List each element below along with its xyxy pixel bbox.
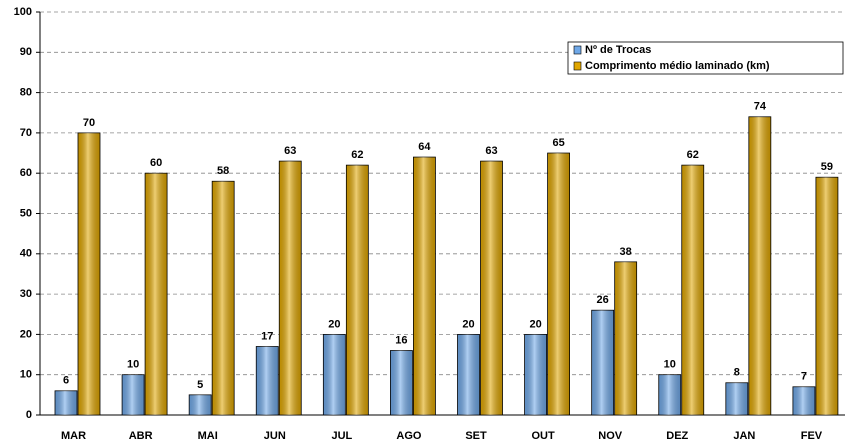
y-tick-label: 80	[20, 87, 32, 99]
x-tick-label: JUL	[331, 430, 352, 442]
legend-box	[567, 41, 844, 75]
value-label: 74	[754, 101, 767, 113]
bar-shine	[390, 350, 413, 415]
y-tick-label: 30	[20, 288, 32, 300]
bar-shine	[78, 132, 100, 415]
x-tick-label: SET	[465, 430, 487, 442]
value-label: 59	[821, 161, 833, 173]
y-tick-label: 20	[20, 328, 32, 340]
x-tick-label: AGO	[396, 430, 422, 442]
value-label: 70	[83, 117, 95, 129]
bar-shine	[591, 310, 614, 415]
y-tick-label: 50	[20, 207, 32, 219]
bar-shine	[413, 157, 436, 415]
x-tick-label: DEZ	[666, 430, 688, 442]
x-tick-label: FEV	[801, 430, 823, 442]
bar-shine	[792, 386, 815, 415]
value-label: 20	[462, 318, 474, 330]
bar-shine	[145, 173, 168, 415]
value-label: 62	[687, 149, 699, 161]
value-label: 16	[395, 334, 407, 346]
value-label: 63	[485, 145, 497, 157]
bar-shine	[55, 390, 77, 415]
legend-label: Comprimento médio laminado (km)	[585, 60, 770, 72]
y-tick-label: 60	[20, 167, 32, 179]
value-label: 6	[63, 375, 69, 387]
bar-shine	[122, 374, 145, 415]
value-label: 63	[284, 145, 296, 157]
bar-shine	[256, 346, 279, 415]
bar-shine	[346, 165, 369, 415]
bar-shine	[524, 334, 547, 415]
value-label: 38	[620, 246, 632, 258]
bar-shine	[681, 165, 704, 415]
x-tick-label: MAI	[198, 430, 218, 442]
x-tick-label: NOV	[598, 430, 623, 442]
value-label: 62	[351, 149, 363, 161]
value-label: 20	[529, 318, 541, 330]
y-tick-label: 100	[14, 6, 32, 18]
bar-shine	[547, 153, 570, 416]
x-tick-label: MAR	[61, 430, 86, 442]
bar-shine	[748, 116, 771, 415]
bar-shine	[279, 161, 302, 415]
y-tick-label: 10	[20, 369, 32, 381]
value-label: 8	[734, 367, 740, 379]
value-label: 26	[597, 294, 609, 306]
bar-shine	[725, 382, 748, 415]
value-label: 5	[197, 379, 203, 391]
x-tick-label: JUN	[264, 430, 286, 442]
y-tick-label: 90	[20, 46, 32, 58]
value-label: 65	[552, 137, 564, 149]
value-label: 60	[150, 157, 162, 169]
legend-swatch	[573, 61, 582, 71]
bar-shine	[480, 161, 503, 415]
value-label: 20	[328, 318, 340, 330]
bar-shine	[815, 177, 838, 415]
bar-shine	[323, 334, 346, 415]
value-label: 7	[801, 371, 807, 383]
value-label: 10	[127, 359, 139, 371]
value-label: 58	[217, 165, 229, 177]
legend-swatch	[573, 45, 582, 55]
x-tick-label: OUT	[532, 430, 556, 442]
value-label: 17	[261, 330, 273, 342]
y-tick-label: 0	[26, 409, 32, 421]
bar-shine	[212, 181, 235, 415]
bar-shine	[614, 261, 637, 415]
bar-shine	[658, 374, 681, 415]
value-label: 10	[664, 359, 676, 371]
x-tick-label: JAN	[733, 430, 755, 442]
value-label: 64	[418, 141, 431, 153]
legend-label: Nº de Trocas	[585, 44, 651, 56]
y-tick-label: 70	[20, 127, 32, 139]
bar-shine	[457, 334, 480, 415]
x-tick-label: ABR	[129, 430, 153, 442]
y-tick-label: 40	[20, 248, 32, 260]
bar-shine	[189, 394, 212, 415]
